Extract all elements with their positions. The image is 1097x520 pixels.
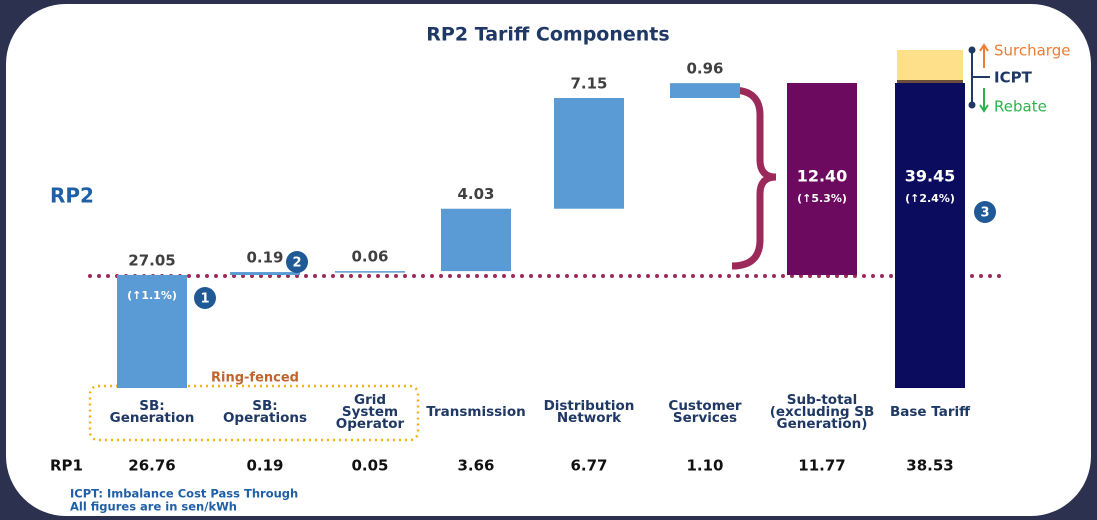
value-label: 0.06 [351,248,388,266]
marker [286,251,308,273]
rp1-value: 0.19 [246,457,283,475]
value-label: 12.40 [797,167,848,186]
value-label: 4.03 [457,185,494,203]
annotation: (↑5.3%) [797,192,847,205]
value-label: 39.45 [905,167,956,186]
rp1-value: 0.05 [351,457,388,475]
note: ICPT: Imbalance Cost Pass Through [70,487,298,501]
marker-label: 1 [200,292,209,307]
bar [554,98,624,209]
annotation: (↑2.4%) [905,192,955,205]
rp1-value: 3.66 [457,457,494,475]
legend-dot [968,46,976,54]
group-label: Ring-fenced [211,371,299,386]
chart-title: RP2 Tariff Components [426,24,669,46]
marker-label: 2 [292,256,301,271]
legend-down: Rebate [994,98,1047,116]
value-label: 27.05 [128,252,175,270]
rp1-label: RP1 [50,457,83,475]
rp1-value: 6.77 [570,457,607,475]
rp1-value: 1.10 [686,457,723,475]
marker [194,287,216,309]
marker [974,201,996,223]
icpt-surcharge [897,50,963,80]
value-label: 0.19 [246,249,283,267]
category-label: SB: Generation [109,398,195,426]
value-label: 7.15 [570,75,607,93]
legend-label: ICPT [994,69,1033,87]
category-label: Base Tariff [889,404,971,420]
bar [441,208,511,272]
category-label: SB: Operations [222,398,308,426]
legend-up: Surcharge [994,42,1070,60]
ring-fence-box [88,384,420,442]
category-label: Sub-total (excluding SB Generation) [769,392,875,432]
category-label: Distribution Network [543,398,635,426]
up-arrow [979,43,989,68]
note: All figures are in sen/kWh [70,500,237,514]
marker-label: 3 [980,206,989,221]
category-label: Transmission [426,404,526,420]
rp1-value: 11.77 [798,457,845,475]
bar [787,83,857,275]
category-label: Customer Services [668,398,742,426]
category-label: Grid System Operator [335,392,405,432]
value-label: 0.96 [686,60,723,78]
bar [670,83,740,99]
bar [117,275,187,388]
bar [335,271,405,273]
annotation: (↑1.1%) [127,289,177,302]
brace [731,86,777,270]
bar [895,83,965,388]
rp1-value: 26.76 [128,457,175,475]
bar [230,272,300,275]
rp1-value: 38.53 [906,457,953,475]
series-label: RP2 [50,184,94,208]
legend-dot [968,101,976,109]
down-arrow [979,88,989,113]
